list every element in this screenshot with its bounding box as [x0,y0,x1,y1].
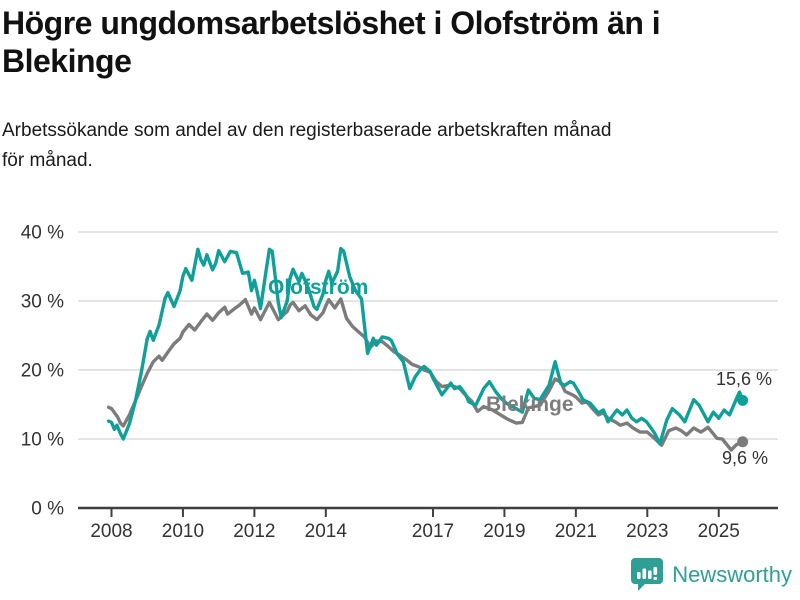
x-tick-label: 2010 [162,521,204,542]
series-end-dot-blekinge [737,436,749,448]
series-label-olofstrom: Olofström [268,276,369,299]
series-end-dot-olofström [737,394,749,406]
y-tick-label: 0 % [31,499,64,520]
x-tick-label: 2025 [698,521,740,542]
series-line-olofström [106,246,745,446]
end-value-label-olofstrom: 15,6 % [716,369,773,389]
series-label-blekinge: Blekinge [486,393,574,416]
y-tick-label: 40 % [21,223,64,244]
end-value-label-blekinge: 9,6 % [722,448,769,468]
page-title: Högre ungdomsarbetslöshet i Olofström än… [2,4,782,80]
line-chart: 0 % 10 % 20 % 30 % 40 % 2008 2010 2012 2014 2017 2… [21,223,778,542]
y-tick-label: 30 % [21,292,64,313]
chart-subtitle: Arbetssökande som andel av den registerb… [2,116,782,176]
x-tick-label: 2017 [412,521,454,542]
y-tick-label: 10 % [21,430,64,451]
bar-chart-speech-bubble-icon [631,558,664,591]
x-tick-label: 2021 [555,521,597,542]
brand-name: Newsworthy [672,561,792,587]
subtitle-line-1: Arbetssökande som andel av den registerb… [2,120,612,141]
title-line-2: Blekinge [2,43,132,79]
subtitle-line-2: för månad. [2,150,93,171]
x-tick-label: 2012 [233,521,275,542]
newsworthy-brand: Newsworthy [630,557,792,592]
y-tick-label: 20 % [21,361,64,382]
x-tick-label: 2008 [90,521,132,542]
x-tick-label: 2023 [626,521,668,542]
series-line-blekinge [106,297,745,452]
title-line-1: Högre ungdomsarbetslöshet i Olofström än… [2,5,661,41]
x-tick-label: 2019 [483,521,525,542]
x-tick-label: 2014 [305,521,348,542]
